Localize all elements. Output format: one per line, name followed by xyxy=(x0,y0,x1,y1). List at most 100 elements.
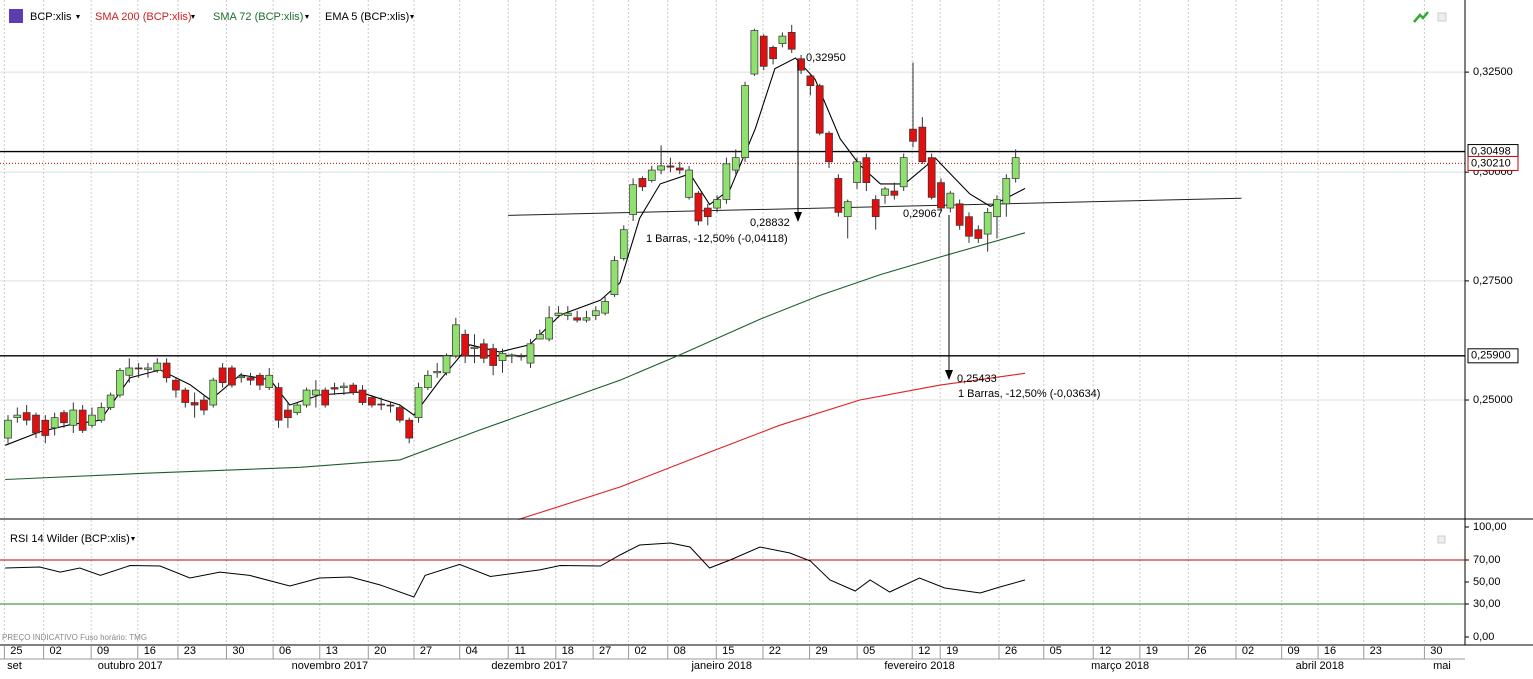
dropdown-arrow[interactable] xyxy=(305,15,309,19)
candle-body xyxy=(573,317,581,321)
candle-body xyxy=(330,387,339,390)
cfd-icon[interactable] xyxy=(9,9,23,23)
candle-body xyxy=(41,419,50,436)
candle-body xyxy=(50,417,59,429)
x-tick-label: 12 xyxy=(1099,645,1111,657)
x-tick-label: 04 xyxy=(466,645,478,657)
candle-body xyxy=(1011,157,1020,179)
candle-body xyxy=(545,317,553,340)
candle-body xyxy=(134,367,143,370)
candle-body xyxy=(340,385,348,388)
candle-body xyxy=(703,207,712,218)
candle-body xyxy=(815,85,824,134)
candle-body xyxy=(256,374,264,386)
x-tick-label: 27 xyxy=(420,645,432,657)
candle-body xyxy=(1002,178,1011,205)
x-tick-label: 19 xyxy=(1146,645,1158,657)
candle-body xyxy=(741,85,749,158)
candle-body xyxy=(965,216,973,237)
candle-body xyxy=(517,355,526,358)
price-tag-label: 0,25900 xyxy=(1471,350,1511,362)
x-tick-label: 26 xyxy=(1005,645,1017,657)
candle-body xyxy=(955,203,964,226)
candle-body xyxy=(927,157,936,198)
y-tick-label: 0,32500 xyxy=(1473,66,1513,78)
x-tick-label: 16 xyxy=(144,645,156,657)
rsi-legend[interactable]: RSI 14 Wilder (BCP:xlis) xyxy=(10,533,130,545)
window-button[interactable] xyxy=(1437,12,1447,22)
month-label: outubro 2017 xyxy=(98,660,163,672)
candle-body xyxy=(759,35,768,67)
candle-body xyxy=(722,163,731,200)
month-label: janeiro 2018 xyxy=(690,660,752,672)
annotation: 1 Barras, -12,50% (-0,04118) xyxy=(646,233,788,245)
candle-body xyxy=(535,333,544,340)
y-tick-label: 50,00 xyxy=(1473,576,1501,588)
x-tick-label: 15 xyxy=(722,645,734,657)
candle-body xyxy=(750,30,759,75)
candle-body xyxy=(97,407,106,421)
candle-body xyxy=(461,333,470,357)
candle-body xyxy=(162,362,171,379)
candle-body xyxy=(60,412,68,424)
candle-body xyxy=(778,35,787,44)
candle-body xyxy=(526,343,535,364)
y-tick-label: 100,00 xyxy=(1473,521,1507,533)
window-button[interactable] xyxy=(1437,535,1446,544)
annotation: 0,29067 xyxy=(903,208,943,220)
x-tick-label: 12 xyxy=(918,645,930,657)
dropdown-arrow[interactable] xyxy=(191,15,195,19)
x-tick-label: 16 xyxy=(1324,645,1336,657)
candle-body xyxy=(265,374,274,388)
dropdown-arrow[interactable] xyxy=(76,15,80,19)
x-tick-label: 27 xyxy=(599,645,611,657)
candle-body xyxy=(209,379,218,406)
candle-body xyxy=(881,188,889,196)
candle-body xyxy=(666,165,675,168)
candle-body xyxy=(479,343,488,359)
candle-body xyxy=(396,407,404,421)
candle-body xyxy=(694,192,703,222)
candle-body xyxy=(787,32,796,50)
candle-body xyxy=(22,412,31,421)
candle-body xyxy=(125,367,134,376)
annotation: 0,32950 xyxy=(806,52,846,64)
rsi-line xyxy=(5,542,1026,598)
plot xyxy=(0,24,1465,521)
candle-body xyxy=(713,199,721,209)
month-label: março 2018 xyxy=(1091,660,1149,672)
candle-body xyxy=(78,409,87,431)
candle-body xyxy=(675,167,684,171)
dropdown-arrow[interactable] xyxy=(410,15,414,19)
candle-body xyxy=(685,169,693,198)
candle-body xyxy=(937,182,945,209)
x-tick-label: 09 xyxy=(97,645,109,657)
candle-body xyxy=(638,178,647,188)
month-label: abril 2018 xyxy=(1296,660,1344,672)
annotation: 1 Barras, -12,50% (-0,03634) xyxy=(958,388,1100,400)
month-label: novembro 2017 xyxy=(292,660,368,672)
x-tick-label: 26 xyxy=(1194,645,1206,657)
candle-body xyxy=(834,178,843,213)
legend-ema5[interactable]: EMA 5 (BCP:xlis) xyxy=(325,11,409,23)
legend-symbol[interactable]: BCP:xlis xyxy=(30,11,72,23)
candle-body xyxy=(619,229,628,259)
x-tick-label: 22 xyxy=(769,645,781,657)
y-tick-label: 0,25000 xyxy=(1473,394,1513,406)
candle-body xyxy=(190,402,199,406)
candle-body xyxy=(228,367,236,386)
dropdown-arrow[interactable] xyxy=(131,537,135,541)
indicator-line xyxy=(518,372,1026,521)
candle-body xyxy=(377,403,386,406)
candle-body xyxy=(601,301,609,314)
price-tag-label: 0,30498 xyxy=(1471,145,1511,157)
trend-icon[interactable] xyxy=(1413,11,1429,23)
y-tick-label: 30,00 xyxy=(1473,598,1501,610)
month-label: dezembro 2017 xyxy=(491,660,567,672)
legend-sma200[interactable]: SMA 200 (BCP:xlis) xyxy=(95,11,192,23)
candle-body xyxy=(563,312,572,316)
x-tick-label: 05 xyxy=(1050,645,1062,657)
legend-sma72[interactable]: SMA 72 (BCP:xlis) xyxy=(213,11,303,23)
candle-body xyxy=(470,346,479,349)
